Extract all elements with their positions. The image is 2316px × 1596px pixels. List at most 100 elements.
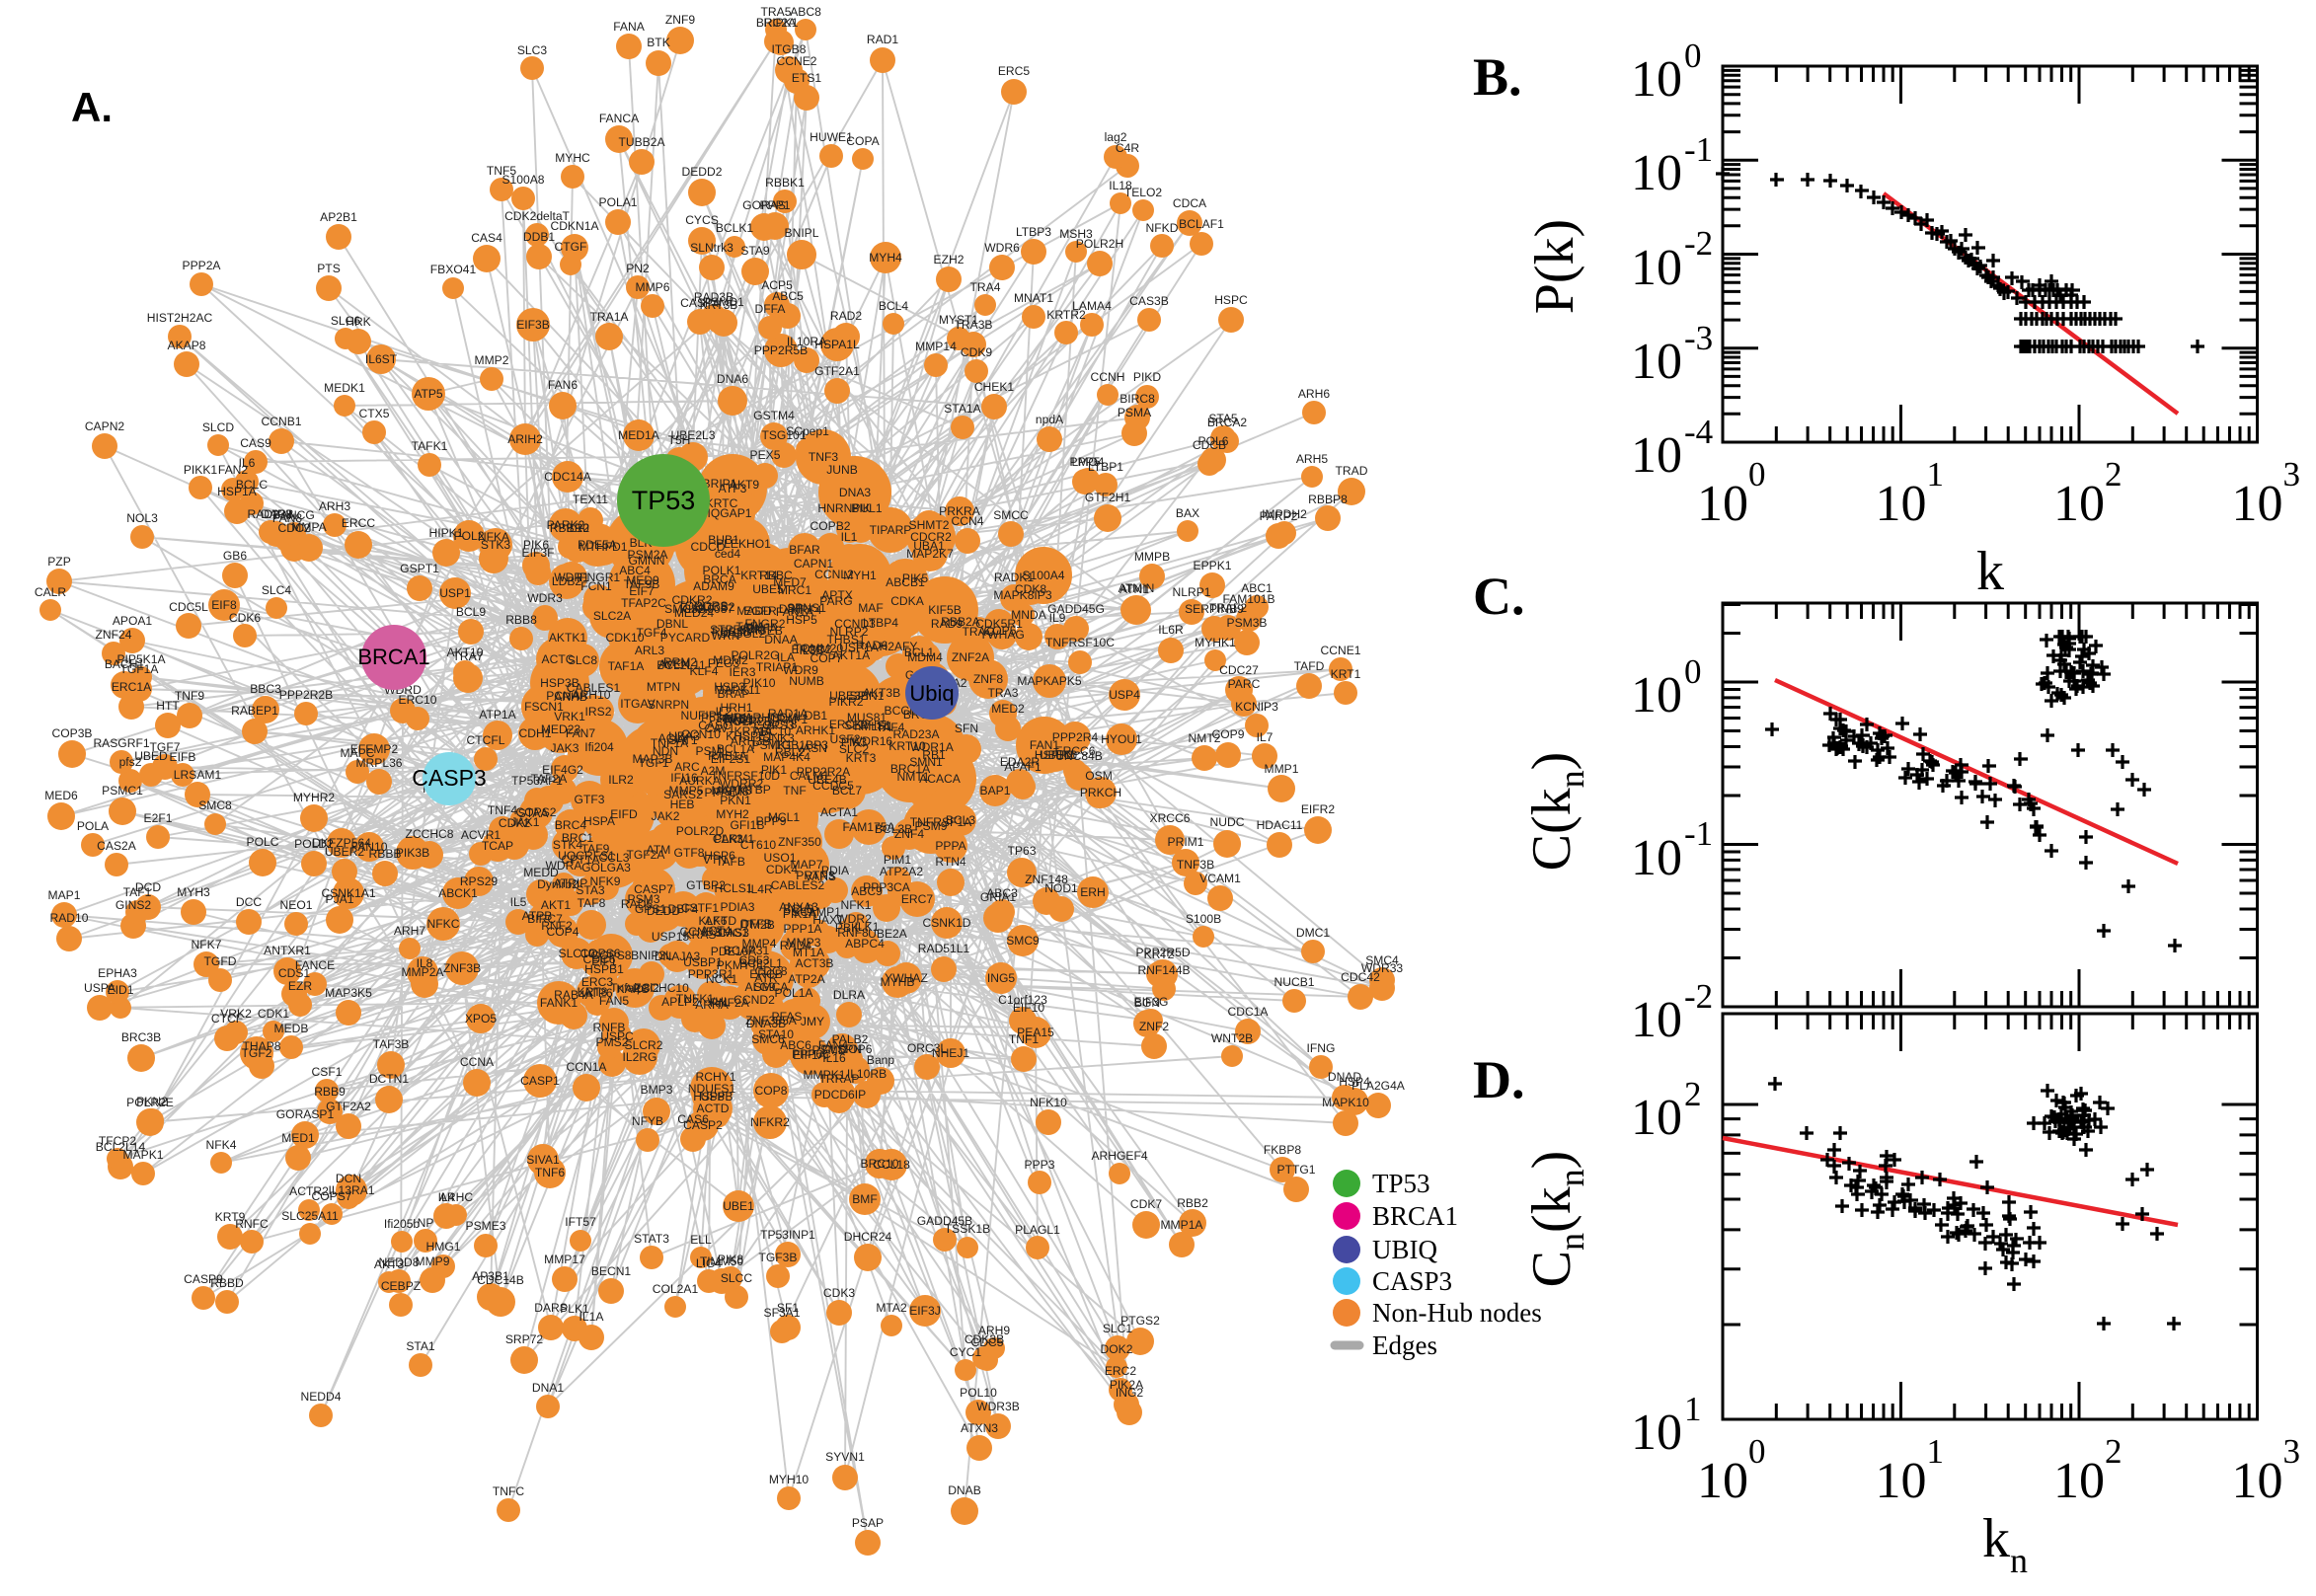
svg-text:RBBP8: RBBP8 [1308, 493, 1348, 506]
svg-text:MMP2A: MMP2A [401, 965, 444, 979]
svg-text:CABLES2: CABLES2 [771, 878, 825, 892]
svg-text:AKTD: AKTD [705, 914, 737, 928]
svg-text:CCNB2: CCNB2 [680, 925, 721, 939]
svg-text:MEDB: MEDB [274, 1022, 309, 1035]
svg-text:RB1: RB1 [922, 748, 946, 762]
svg-text:TIMM50: TIMM50 [700, 1254, 744, 1268]
svg-text:GORASP1: GORASP1 [276, 1107, 335, 1121]
svg-text:CDK10: CDK10 [606, 631, 645, 645]
svg-text:PBK: PBK [835, 921, 859, 935]
svg-text:POLD2: POLD2 [294, 837, 334, 851]
svg-text:CSNK1D: CSNK1D [922, 916, 970, 930]
svg-text:LDB1: LDB1 [798, 709, 828, 722]
svg-text:BRC10: BRC10 [861, 1157, 899, 1171]
svg-text:PKN2: PKN2 [136, 1095, 168, 1108]
svg-text:HSP5: HSP5 [786, 613, 817, 627]
svg-text:PSM8: PSM8 [717, 785, 749, 798]
svg-text:PPP1: PPP1 [760, 198, 791, 212]
svg-text:Banp: Banp [867, 1053, 895, 1067]
svg-text:C(kn): C(kn) [1521, 752, 1591, 872]
svg-text:CASP9: CASP9 [184, 1272, 223, 1286]
svg-text:DFFB: DFFB [740, 917, 772, 931]
svg-text:MEDK1: MEDK1 [324, 381, 365, 395]
svg-text:ATRIP: ATRIP [554, 876, 588, 890]
svg-text:CDC8: CDC8 [755, 964, 788, 978]
svg-text:BCL2L11: BCL2L11 [656, 658, 706, 672]
svg-text:EID1: EID1 [108, 983, 134, 997]
svg-text:KRTC: KRTC [706, 496, 738, 510]
svg-text:CTCFL: CTCFL [467, 733, 505, 747]
svg-text:SLC6: SLC6 [331, 314, 361, 328]
svg-text:TNF1: TNF1 [1009, 1032, 1040, 1046]
svg-text:EPHA3: EPHA3 [98, 966, 137, 980]
svg-text:IQGAP1: IQGAP1 [707, 506, 751, 520]
svg-text:SNRPN: SNRPN [648, 698, 689, 712]
svg-text:BRCA1: BRCA1 [357, 645, 429, 669]
svg-text:TNFRSF10C: TNFRSF10C [1045, 636, 1115, 649]
svg-text:BIK: BIK [851, 501, 871, 515]
svg-text:GTF8: GTF8 [674, 846, 705, 860]
svg-text:ABC5: ABC5 [772, 289, 804, 303]
svg-text:AP2B1: AP2B1 [320, 210, 357, 224]
svg-text:TGF2: TGF2 [242, 1046, 272, 1060]
svg-text:MYHR2: MYHR2 [293, 791, 336, 804]
svg-text:HYOU1: HYOU1 [1101, 732, 1142, 746]
svg-text:ZNF8: ZNF8 [973, 672, 1004, 686]
svg-text:NP: NP [418, 1216, 434, 1230]
svg-text:MDM2: MDM2 [713, 653, 748, 667]
svg-text:ILR2: ILR2 [608, 773, 634, 787]
svg-text:POLR2B: POLR2B [725, 715, 772, 728]
svg-text:CCN1A: CCN1A [567, 1060, 608, 1074]
svg-text:CDK4: CDK4 [766, 863, 799, 876]
svg-text:PPP9: PPP9 [756, 814, 787, 828]
svg-text:PARP2: PARP2 [1260, 509, 1298, 523]
svg-text:SLC8: SLC8 [568, 653, 598, 667]
svg-text:MAP3B: MAP3B [633, 752, 673, 766]
svg-text:TRA5: TRA5 [761, 5, 792, 19]
svg-text:S100B: S100B [1186, 912, 1221, 926]
svg-text:MMP14: MMP14 [915, 340, 957, 353]
svg-text:CAS9: CAS9 [240, 436, 271, 450]
svg-text:EIF2S1: EIF2S1 [711, 752, 751, 766]
svg-text:BIRC7: BIRC7 [527, 912, 563, 926]
svg-text:STA1: STA1 [406, 1339, 435, 1353]
svg-text:FAN8: FAN8 [272, 511, 303, 525]
svg-text:ZNF24: ZNF24 [96, 628, 132, 642]
svg-text:PTGS2: PTGS2 [1120, 1314, 1160, 1328]
svg-text:IER3: IER3 [730, 665, 756, 679]
svg-text:CASP3: CASP3 [412, 765, 486, 791]
svg-text:Ubiq: Ubiq [909, 681, 954, 706]
svg-text:PYCARD: PYCARD [660, 631, 711, 645]
svg-text:2: 2 [2105, 455, 2123, 494]
svg-text:IL10RB: IL10RB [847, 1067, 887, 1081]
svg-text:DNA1: DNA1 [532, 1381, 565, 1395]
svg-text:DBNL: DBNL [656, 617, 689, 631]
svg-text:ABC9: ABC9 [851, 884, 883, 898]
svg-text:PPP3CA: PPP3CA [863, 880, 911, 894]
svg-text:0: 0 [1684, 37, 1702, 75]
svg-text:ACACA: ACACA [919, 772, 962, 786]
svg-text:ACTR2: ACTR2 [289, 1184, 329, 1198]
svg-text:GRIA1: GRIA1 [980, 890, 1017, 904]
svg-text:DNAJA3: DNAJA3 [655, 950, 701, 963]
svg-text:ORC3L: ORC3L [907, 1041, 948, 1055]
svg-text:IL2: IL2 [716, 705, 733, 719]
svg-text:PIKR2: PIKR2 [829, 695, 864, 709]
svg-text:MMP1: MMP1 [1265, 762, 1299, 776]
svg-text:MED24: MED24 [674, 606, 715, 620]
svg-text:MTBP: MTBP [737, 783, 771, 797]
svg-text:HIPK1: HIPK1 [429, 526, 464, 540]
svg-text:BRCA: BRCA [703, 572, 737, 586]
svg-text:KRT14: KRT14 [740, 569, 778, 582]
svg-text:FCN1: FCN1 [580, 579, 612, 593]
svg-text:GOLGA3: GOLGA3 [581, 861, 631, 874]
svg-text:IL6R: IL6R [1158, 623, 1184, 637]
svg-text:PEG3: PEG3 [708, 656, 740, 670]
svg-text:SMCA: SMCA [754, 980, 790, 994]
svg-text:STAT3: STAT3 [634, 1232, 669, 1246]
svg-text:GTF2H1: GTF2H1 [1085, 491, 1131, 504]
svg-text:TRA4: TRA4 [970, 280, 1001, 294]
svg-text:TGF2A: TGF2A [627, 848, 666, 862]
svg-text:GB6: GB6 [223, 549, 247, 563]
svg-text:PSM3: PSM3 [628, 892, 660, 906]
